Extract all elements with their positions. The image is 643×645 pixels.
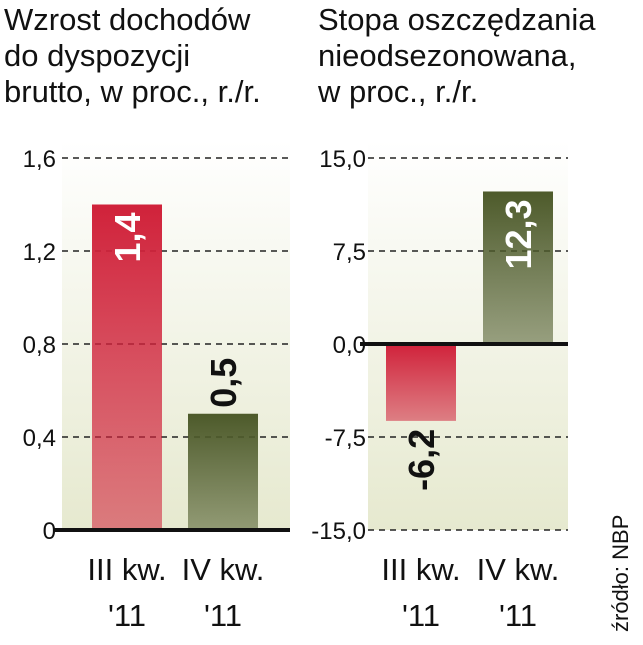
y-tick-label: 0 bbox=[43, 518, 56, 545]
y-tick-label: -15,0 bbox=[311, 518, 366, 545]
bar bbox=[92, 204, 162, 530]
y-tick-label: 0,8 bbox=[23, 332, 56, 359]
bar bbox=[188, 413, 258, 530]
x-tick-label: III kw. '11 bbox=[381, 552, 460, 633]
value-label: -6,2 bbox=[401, 429, 442, 491]
y-tick-label: 15,0 bbox=[319, 146, 366, 173]
x-tick-label: IV kw. '11 bbox=[182, 552, 265, 633]
value-label: 1,4 bbox=[107, 213, 148, 263]
bar bbox=[386, 344, 456, 421]
chart-title: Wzrost dochodów do dyspozycji brutto, w pr… bbox=[4, 2, 261, 109]
value-label: 0,5 bbox=[203, 358, 244, 408]
y-tick-label: -7,5 bbox=[325, 425, 366, 452]
value-label: 12,3 bbox=[498, 199, 539, 269]
bar bbox=[483, 191, 553, 344]
y-tick-label: 0,4 bbox=[23, 425, 56, 452]
source: źródło: NBP bbox=[608, 515, 633, 632]
x-tick-label: IV kw. '11 bbox=[477, 552, 560, 633]
y-tick-label: 1,6 bbox=[23, 146, 56, 173]
y-tick-label: 7,5 bbox=[333, 239, 366, 266]
chart-title: Stopa oszczędzania nieodsezonowana, w proc… bbox=[317, 2, 596, 109]
x-tick-label: III kw. '11 bbox=[87, 552, 166, 633]
y-tick-label: 1,2 bbox=[23, 239, 56, 266]
